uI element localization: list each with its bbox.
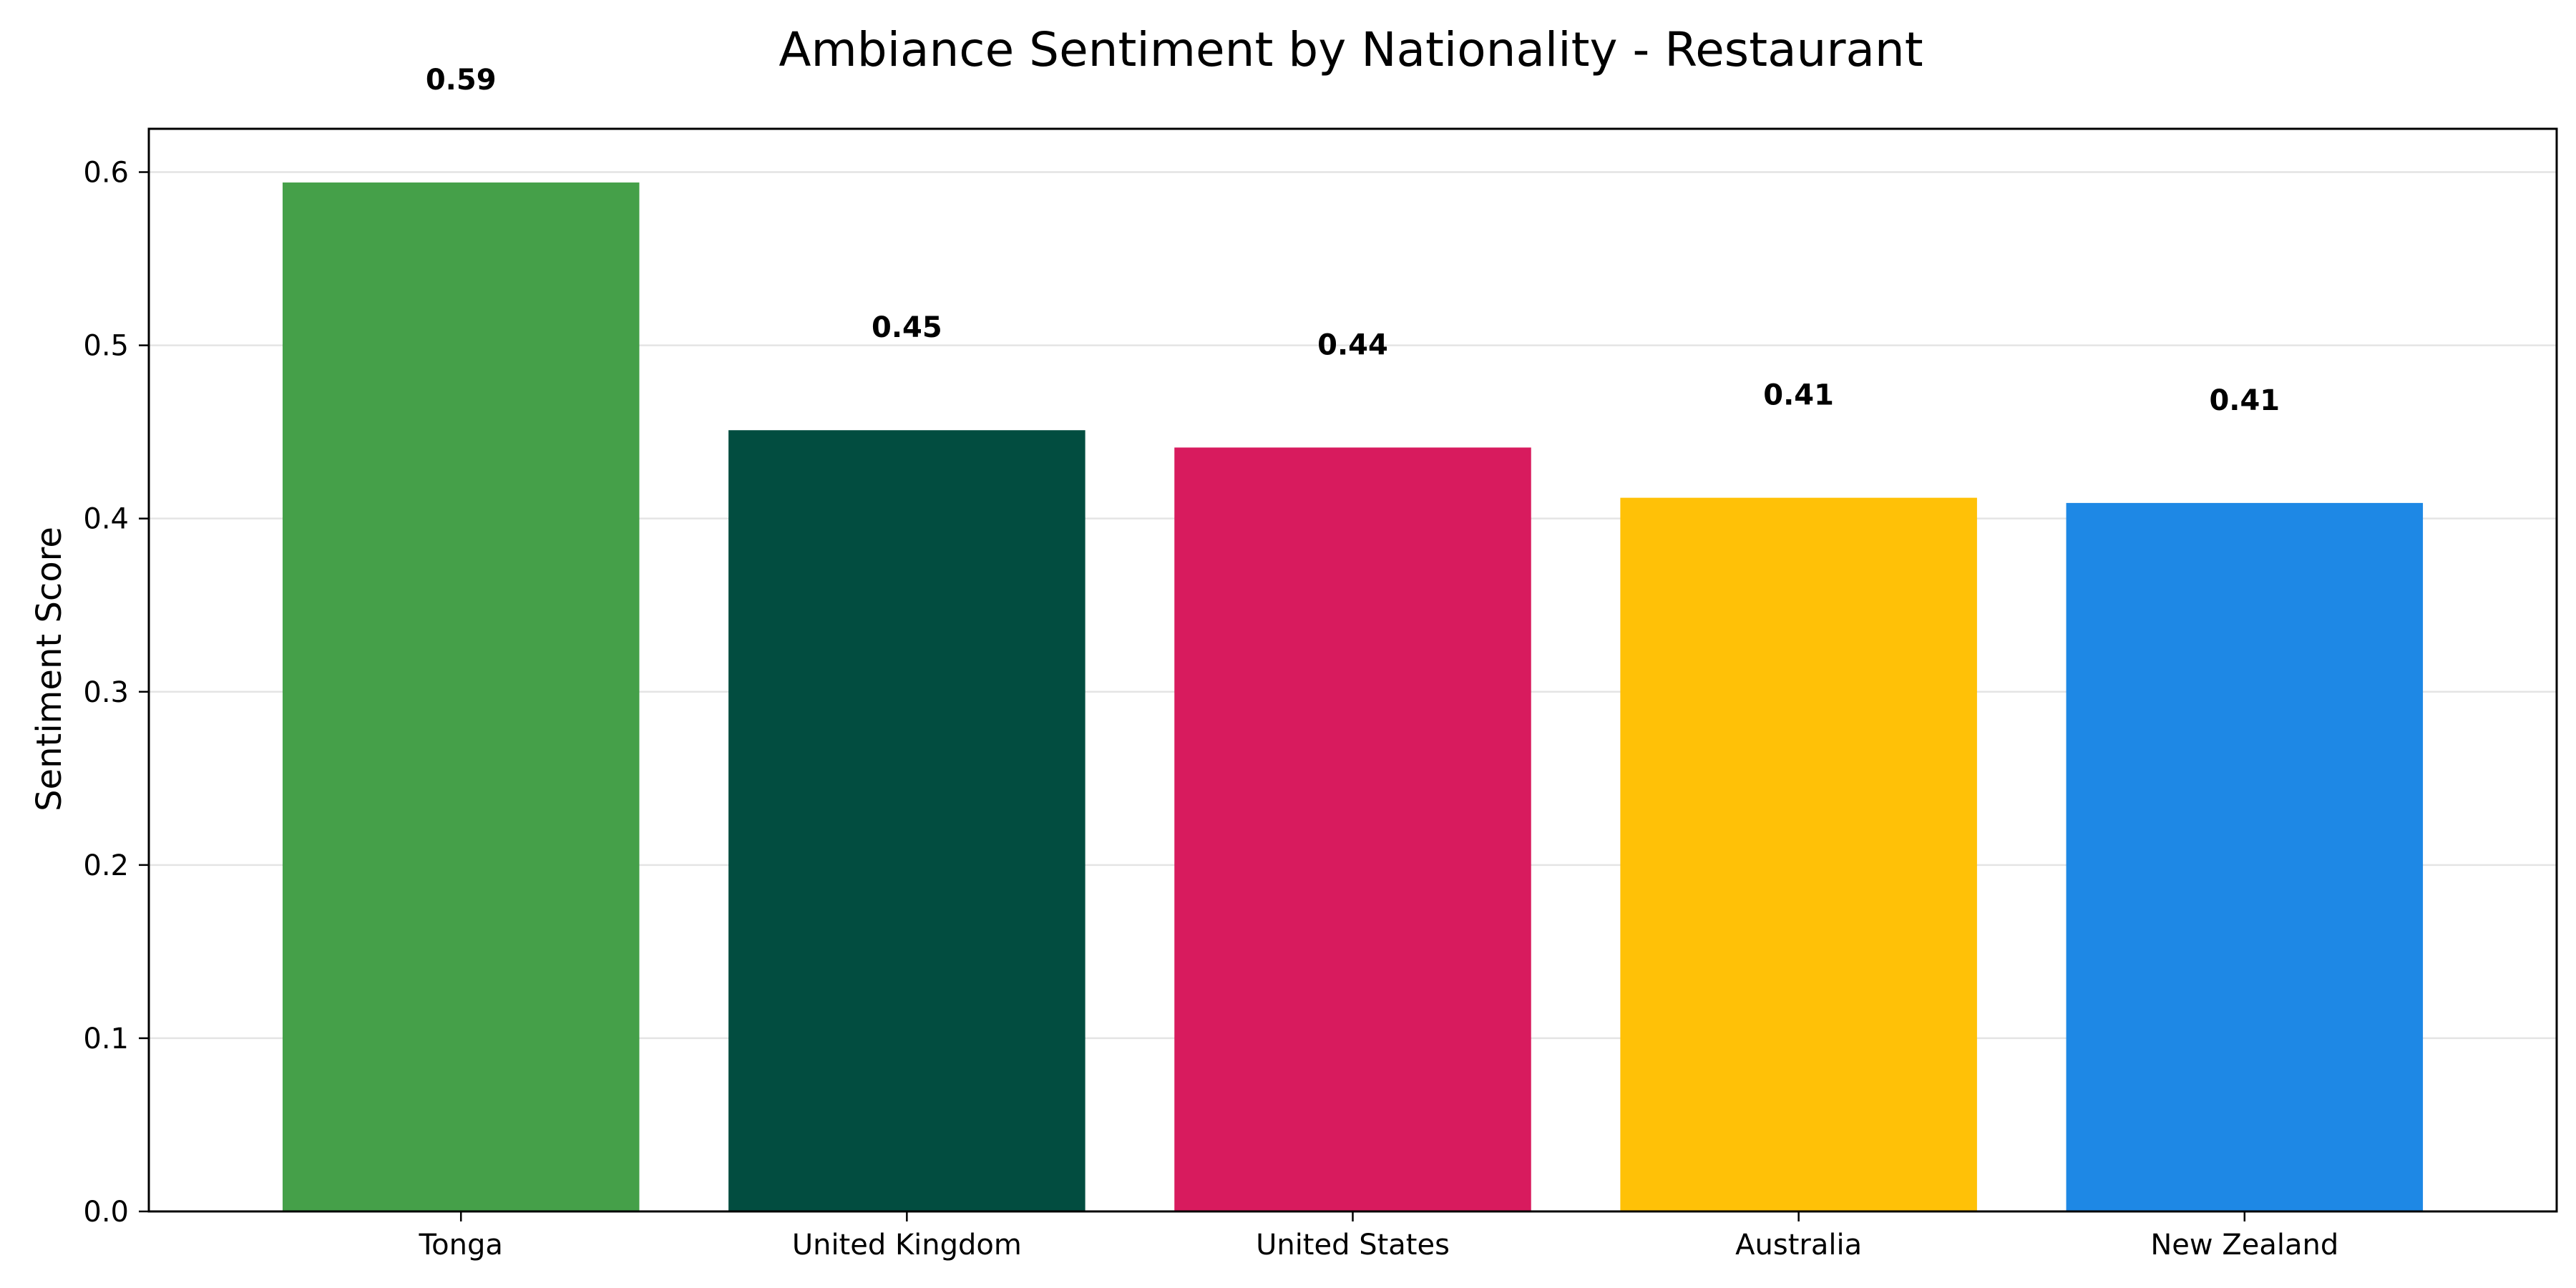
y-tick-label: 0.2: [83, 849, 129, 882]
y-axis-label: Sentiment Score: [29, 527, 69, 811]
x-tick-label: New Zealand: [2150, 1229, 2338, 1262]
bar: [728, 430, 1085, 1211]
x-tick-label: Tonga: [419, 1229, 503, 1262]
bar-value-label: 0.41: [2209, 384, 2280, 417]
x-tick-label: United Kingdom: [792, 1229, 1022, 1262]
y-tick-label: 0.6: [83, 157, 129, 190]
bar: [2066, 502, 2424, 1211]
chart-title: Ambiance Sentiment by Nationality - Rest…: [779, 22, 1923, 77]
bar-value-label: 0.44: [1317, 328, 1388, 361]
bar: [1174, 447, 1531, 1211]
y-tick-label: 0.3: [83, 676, 129, 709]
y-axis: 0.0 0.1 0.2 0.3 0.4 0.5 0.6: [83, 157, 149, 1229]
bar-value-label: 0.41: [1763, 379, 1834, 412]
x-axis: Tonga United Kingdom United States Australi…: [419, 1211, 2338, 1262]
y-tick-label: 0.1: [83, 1023, 129, 1055]
x-tick-label: United States: [1256, 1229, 1450, 1262]
bar: [282, 182, 640, 1211]
bar: [1620, 497, 1977, 1211]
y-tick-label: 0.5: [83, 330, 129, 363]
bar-value-label: 0.45: [872, 311, 942, 344]
data-labels: 0.59 0.45 0.44 0.41 0.41: [426, 64, 2280, 417]
y-tick-label: 0.4: [83, 503, 129, 536]
plot-frame: [147, 127, 2558, 1213]
y-tick-label: 0.0: [83, 1196, 129, 1229]
x-tick-label: Australia: [1735, 1229, 1862, 1262]
bars: [282, 182, 2424, 1211]
bar-value-label: 0.59: [426, 64, 497, 97]
